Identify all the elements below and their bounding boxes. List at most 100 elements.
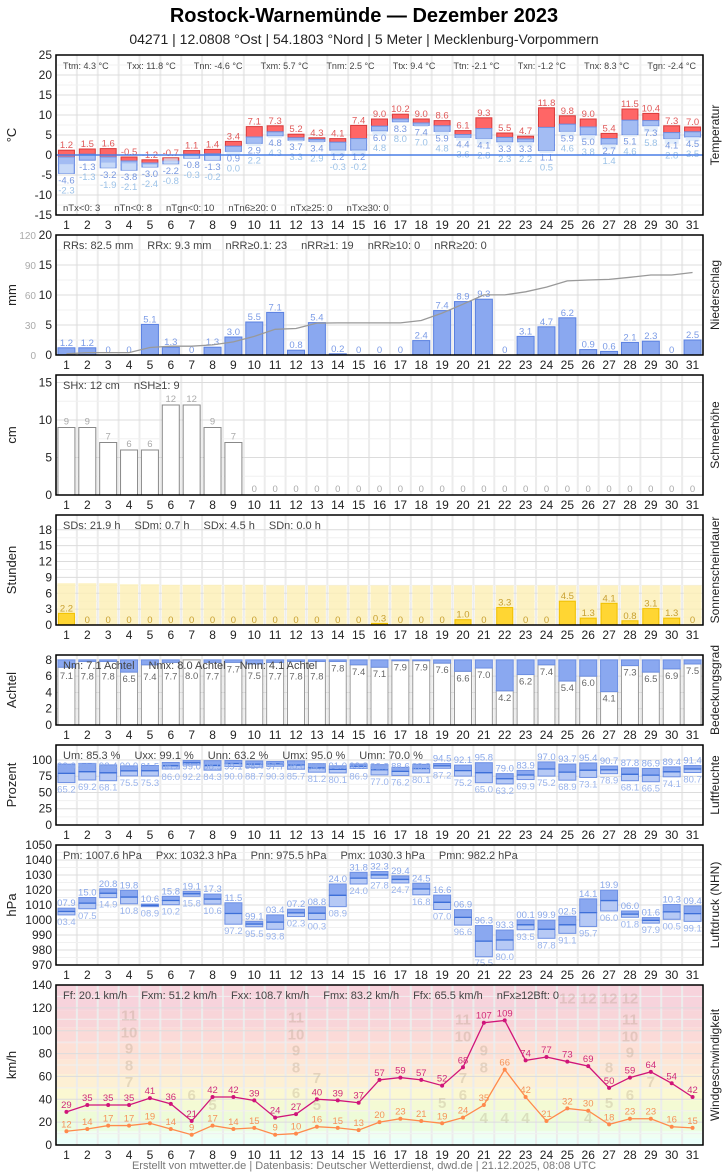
- tmin-label: 5.1: [623, 137, 636, 148]
- panel-title: Bedeckungsgrad: [708, 645, 722, 735]
- humidity-max-label: 94.7: [78, 761, 97, 772]
- humidity-lower-bar: [516, 774, 535, 781]
- day-label: 17: [394, 1148, 408, 1162]
- gust-label: 36: [166, 1092, 177, 1103]
- mean-label: 66: [499, 1058, 510, 1069]
- gust-point: [273, 1115, 278, 1120]
- pressure-min-label: 03.4: [57, 917, 76, 928]
- snow-label: 0: [356, 484, 361, 495]
- tmax-label: 4.3: [310, 128, 323, 139]
- gust-label: 29: [61, 1100, 72, 1111]
- stat-text: nFx≥12Bft: 0: [497, 990, 559, 1002]
- y-tick-label: -10: [35, 188, 53, 202]
- pressure-lower-bar: [266, 921, 285, 930]
- day-label: 7: [188, 1148, 195, 1162]
- humidity-lower-bar: [558, 771, 577, 781]
- gust-label: 42: [207, 1085, 218, 1096]
- tground-label: 2.2: [519, 154, 532, 165]
- precip-bar: [641, 340, 660, 356]
- beaufort-band: [56, 1100, 703, 1112]
- gust-label: 24: [270, 1106, 281, 1117]
- cloud-label: 7.9: [394, 663, 407, 674]
- cloud-label: 7.7: [227, 664, 240, 675]
- precip-bar: [78, 347, 97, 356]
- plot-frame: [55, 654, 704, 726]
- stat-text: Tgn: -2.4 °C: [647, 61, 696, 71]
- pressure-lower-bar: [349, 877, 368, 885]
- mean-point: [356, 1128, 361, 1133]
- day-label: 23: [519, 628, 533, 642]
- day-label: 7: [188, 728, 195, 742]
- cloud-label: 6.5: [644, 674, 657, 685]
- pressure-max-label: 17.3: [203, 884, 222, 895]
- precip-label: 2.4: [415, 331, 428, 342]
- humidity-min-label: 65.0: [475, 785, 494, 796]
- tmin-bar: [391, 118, 409, 123]
- humidity-max-label: 83.9: [516, 760, 535, 771]
- tmax-label: 9.0: [582, 109, 595, 120]
- mean-label: 21: [416, 1109, 427, 1120]
- day-label: 27: [602, 628, 616, 642]
- cloud-label: 6.5: [122, 674, 135, 685]
- day-label: 30: [665, 498, 679, 512]
- pressure-max-label: 19.1: [182, 881, 201, 892]
- tmin-label: 6.0: [373, 133, 386, 144]
- precip-bar: [516, 335, 535, 356]
- pressure-upper-bar: [453, 909, 472, 918]
- gust-label: 39: [249, 1088, 260, 1099]
- tground-label: 7.0: [415, 137, 428, 148]
- humidity-lower-bar: [78, 771, 97, 781]
- tmax-label: 7.3: [665, 116, 678, 127]
- tmin-bar: [371, 125, 388, 132]
- day-label: 2: [84, 358, 91, 372]
- tground-bar: [226, 151, 241, 155]
- sunshine-label: 0: [356, 615, 361, 626]
- tground-label: 2.9: [310, 153, 323, 164]
- stat-text: Txn: -1.2 °C: [518, 61, 567, 71]
- day-label: 13: [310, 728, 324, 742]
- day-label: 20: [456, 828, 470, 842]
- cloud-cover-bar: [579, 659, 598, 677]
- y-tick-label: 0: [45, 488, 52, 502]
- pressure-lower-bar: [537, 928, 556, 939]
- cloud-cover-bar: [391, 659, 410, 662]
- humidity-min-label: 80.1: [412, 775, 431, 786]
- day-label: 26: [582, 728, 596, 742]
- cloud-label: 7.1: [60, 671, 73, 682]
- day-label: 17: [394, 628, 408, 642]
- day-label: 31: [686, 968, 700, 982]
- gust-point: [189, 1119, 194, 1123]
- tmin-label: 3.7: [289, 142, 302, 153]
- cloud-label: 7.9: [415, 663, 428, 674]
- mean-point: [377, 1120, 382, 1125]
- day-label: 17: [394, 968, 408, 982]
- day-label: 6: [167, 1148, 174, 1162]
- day-label: 5: [147, 968, 154, 982]
- page-title: Rostock-Warnemünde — Dezember 2023: [169, 5, 559, 27]
- y-tick-label: 1020: [25, 883, 52, 897]
- day-label: 14: [331, 728, 345, 742]
- beaufort-label: 5: [208, 1097, 216, 1114]
- humidity-min-label: 92.2: [182, 772, 201, 783]
- day-label: 28: [623, 1148, 637, 1162]
- day-label: 8: [209, 1148, 216, 1162]
- humidity-max-label: 90.9: [120, 761, 139, 772]
- day-label: 8: [209, 498, 216, 512]
- possible-sunshine-bar: [412, 585, 431, 625]
- humidity-min-label: 66.5: [642, 784, 661, 795]
- gust-point: [419, 1077, 424, 1082]
- humidity-max-label: 91.0: [329, 761, 348, 772]
- day-label: 13: [310, 358, 324, 372]
- tground-bar: [289, 140, 304, 142]
- snow-bar: [182, 404, 201, 496]
- cloud-label: 6.9: [665, 671, 678, 682]
- day-label: 16: [373, 218, 387, 232]
- day-label: 9: [230, 498, 237, 512]
- station-info: 04271 | 12.0808 °Ost | 54.1803 °Nord | 5…: [129, 31, 599, 47]
- day-label: 23: [519, 498, 533, 512]
- day-label: 31: [686, 218, 700, 232]
- sunshine-label: 0: [544, 615, 549, 626]
- tmax-label: 4.7: [519, 126, 532, 137]
- day-label: 28: [623, 628, 637, 642]
